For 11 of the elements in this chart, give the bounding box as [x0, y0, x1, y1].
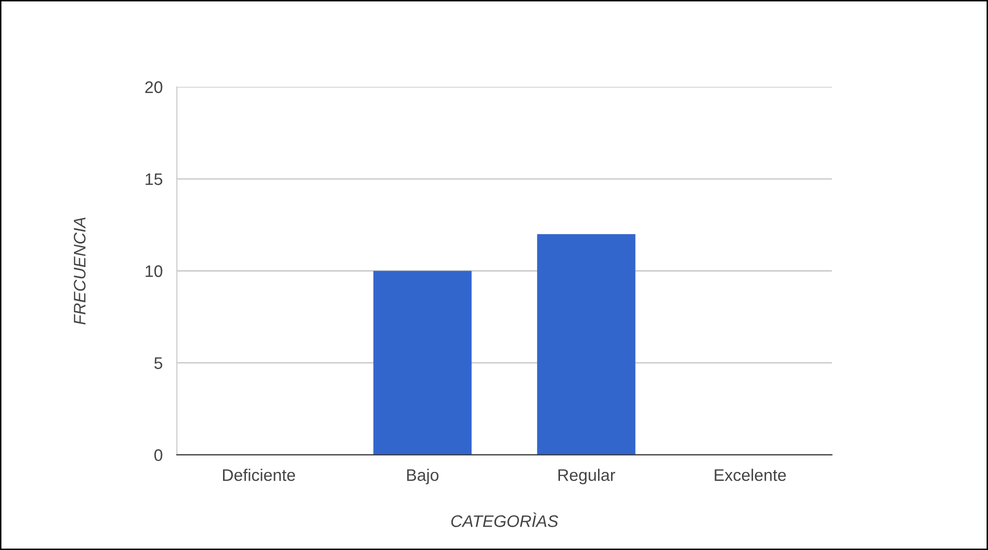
y-tick-label: 0 — [154, 449, 162, 462]
x-tick-label: Bajo — [407, 468, 438, 484]
y-tick-label: 10 — [146, 265, 162, 278]
x-tick-label: Deficiente — [223, 468, 296, 481]
x-axis-title: CATEGORÌAS — [451, 512, 558, 528]
x-tick-label: Regular — [558, 468, 616, 484]
y-axis-title: FRECUENCIA — [74, 218, 86, 325]
y-tick-label: 20 — [145, 81, 162, 94]
y-tick-label: 15 — [146, 173, 162, 186]
x-tick-label: Excelente — [714, 468, 786, 481]
y-tick-label: 5 — [154, 357, 162, 370]
